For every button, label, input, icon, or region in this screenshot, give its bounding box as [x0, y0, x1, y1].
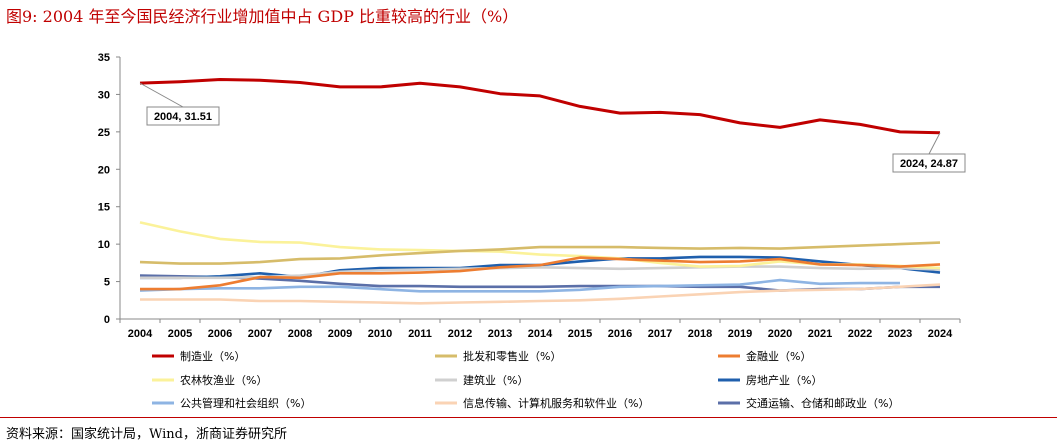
legend-label: 批发和零售业（%）	[463, 349, 561, 363]
annotation-label: 2024, 24.87	[900, 158, 958, 170]
x-tick-label: 2007	[248, 328, 272, 340]
legend-item: 制造业（%）	[152, 349, 245, 363]
annotation-leader	[139, 82, 184, 108]
series-line-0	[139, 78, 941, 135]
x-tick-label: 2017	[648, 328, 672, 340]
x-tick-label: 2015	[568, 328, 592, 340]
y-tick-label: 5	[104, 277, 110, 289]
x-tick-label: 2024	[928, 328, 953, 340]
source-note: 资料来源：国家统计局，Wind，浙商证券研究所	[6, 427, 287, 442]
legend-label: 信息传输、计算机服务和软件业（%）	[463, 396, 649, 410]
legend-item: 交通运输、仓储和邮政业（%）	[718, 396, 899, 410]
legend-item: 农林牧渔业（%）	[152, 373, 267, 387]
x-tick-label: 2006	[208, 328, 232, 340]
y-tick-label: 35	[98, 52, 110, 64]
series-line-7	[140, 283, 941, 305]
y-tick-label: 25	[98, 127, 110, 139]
figure-title: 图9: 2004 年至今国民经济行业增加值中占 GDP 比重较高的行业（%）	[6, 7, 519, 26]
legend-label: 建筑业（%）	[463, 373, 528, 387]
y-tick-label: 10	[98, 239, 110, 251]
annotation-label: 2004, 31.51	[154, 111, 212, 123]
annotation-leader	[928, 132, 941, 155]
x-tick-label: 2014	[528, 328, 553, 340]
legend-item: 公共管理和社会组织（%）	[152, 396, 311, 410]
divider	[0, 417, 1057, 418]
x-tick-label: 2009	[328, 328, 352, 340]
x-tick-label: 2019	[728, 328, 752, 340]
x-tick-label: 2013	[488, 328, 512, 340]
annotation-box	[892, 153, 966, 173]
legend-label: 制造业（%）	[180, 349, 245, 363]
legend-item: 建筑业（%）	[435, 373, 528, 387]
legend-item: 批发和零售业（%）	[435, 349, 561, 363]
legend-label: 房地产业（%）	[746, 373, 822, 387]
x-tick-label: 2011	[408, 328, 432, 340]
x-tick-label: 2004	[128, 328, 153, 340]
x-tick-label: 2005	[168, 328, 192, 340]
x-tick-label: 2023	[888, 328, 912, 340]
x-tick-label: 2008	[288, 328, 312, 340]
y-tick-label: 30	[98, 89, 110, 101]
legend-label: 公共管理和社会组织（%）	[180, 396, 311, 410]
x-tick-label: 2010	[368, 328, 392, 340]
x-tick-label: 2022	[848, 328, 872, 340]
legend-item: 房地产业（%）	[718, 373, 822, 387]
x-tick-label: 2016	[608, 328, 632, 340]
y-tick-label: 0	[104, 314, 110, 326]
y-tick-label: 20	[98, 164, 110, 176]
x-tick-label: 2018	[688, 328, 712, 340]
x-tick-label: 2021	[808, 328, 832, 340]
legend-item: 信息传输、计算机服务和软件业（%）	[435, 396, 649, 410]
series-line-2	[140, 256, 941, 291]
line-chart: 0 5 10 15 20 25 30 35 2004 2005 2006 2007 2008 2009 20…	[98, 52, 966, 410]
x-tick-label: 2020	[768, 328, 792, 340]
legend-label: 农林牧渔业（%）	[180, 373, 267, 387]
legend-item: 金融业（%）	[718, 349, 811, 363]
legend-label: 金融业（%）	[746, 349, 811, 363]
series-line-6	[139, 278, 900, 293]
series-line-1	[139, 241, 941, 265]
annotation-box	[146, 106, 220, 126]
legend-label: 交通运输、仓储和邮政业（%）	[746, 396, 899, 410]
x-tick-label: 2012	[448, 328, 472, 340]
y-tick-label: 15	[98, 202, 110, 214]
